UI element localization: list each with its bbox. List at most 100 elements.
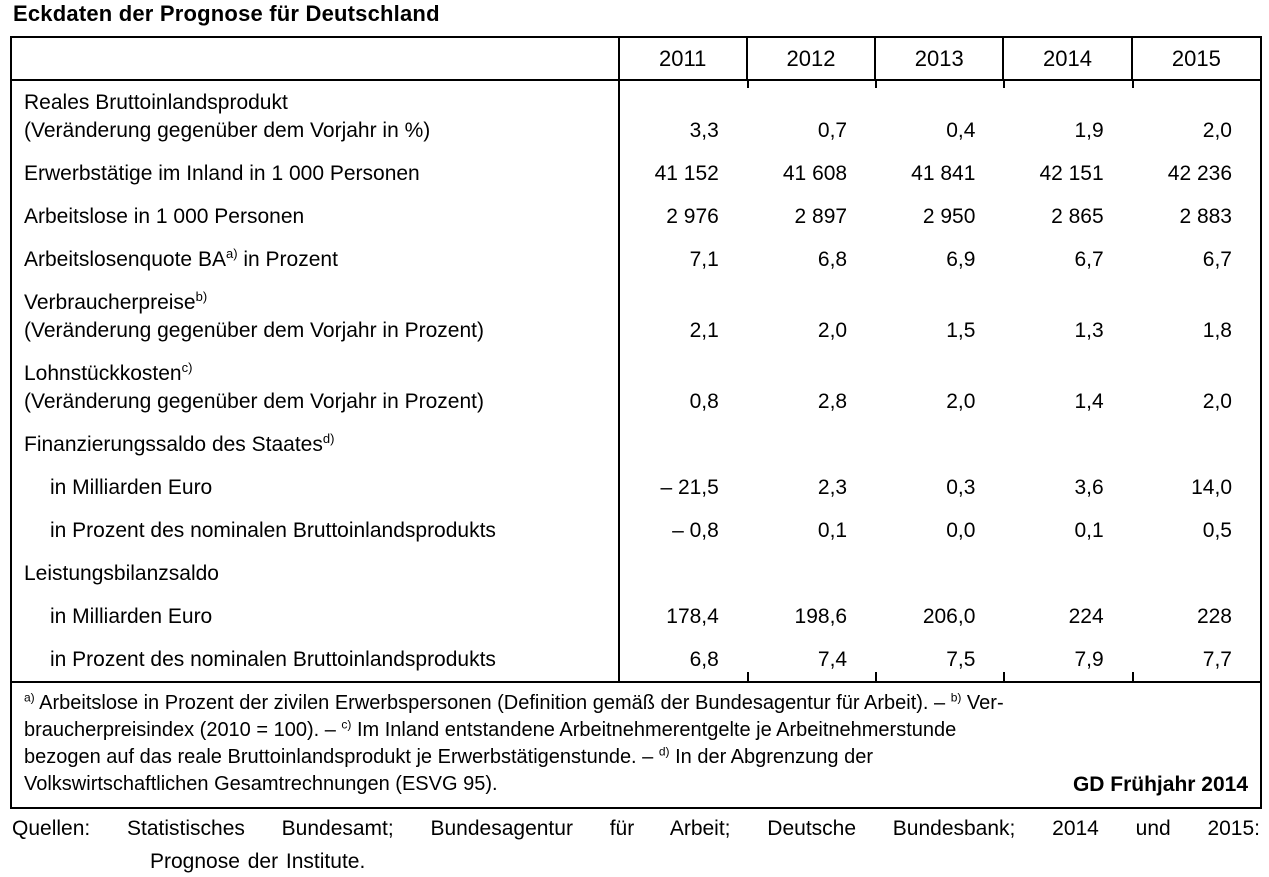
row-label-text: Leistungsbilanzsaldo xyxy=(24,562,219,585)
table-row: Arbeitslosenquote BAa) in Prozent 7,1 6,8 6… xyxy=(12,238,1260,281)
value-cell xyxy=(747,423,875,466)
value-cell: 178,4 xyxy=(666,605,719,628)
footnote-text: In der Abgrenzung der xyxy=(669,746,874,768)
value-cell: 2 883 xyxy=(1179,205,1232,228)
value-cell xyxy=(1132,552,1260,595)
year-header-2011: 2011 xyxy=(617,38,747,81)
footnote-text: Arbeitslose in Prozent der zivilen Erwer… xyxy=(34,692,951,714)
row-label-text: Verbraucherpreise xyxy=(24,291,196,314)
row-label: in Prozent des nominalen Bruttoinlandspr… xyxy=(12,638,620,681)
value-cell: 3,3 xyxy=(689,119,719,142)
footnote-text: Im Inland entstandene Arbeitnehmerentgel… xyxy=(351,719,957,741)
table-body: Reales Bruttoinlandsprodukt (Veränderung … xyxy=(12,80,1260,681)
value-cell: – 21,5 xyxy=(660,476,719,499)
footnote-line: bezogen auf das reale Bruttoinlandsprodu… xyxy=(24,744,1248,771)
footnote-marker: b) xyxy=(195,289,208,304)
value-cell: 7,1 xyxy=(689,248,719,271)
row-label-text: Erwerbstätige im Inland in 1 000 Persone… xyxy=(24,162,420,185)
table-row: Reales Bruttoinlandsprodukt (Veränderung … xyxy=(12,80,1260,152)
value-cell: 0,0 xyxy=(946,519,976,542)
value-cell xyxy=(1003,552,1131,595)
value-cell xyxy=(875,423,1003,466)
value-cell: 1,4 xyxy=(1074,390,1104,413)
row-label-text: Arbeitslosenquote BA xyxy=(24,248,226,271)
value-cell: 7,9 xyxy=(1074,648,1104,671)
footnote-marker: a) xyxy=(24,690,35,705)
column-rule-stub xyxy=(1003,672,1006,681)
column-rule-stub xyxy=(1131,79,1134,88)
footnote-marker: c) xyxy=(181,360,193,375)
footnote-marker: c) xyxy=(341,717,352,732)
footnote-marker: d) xyxy=(322,431,335,446)
value-cell: 1,8 xyxy=(1202,319,1232,342)
value-cell: 2 950 xyxy=(922,205,976,228)
value-cell: 42 236 xyxy=(1167,162,1232,185)
value-cell: 41 841 xyxy=(911,162,976,185)
value-cell: 206,0 xyxy=(922,605,976,628)
value-cell: 2 976 xyxy=(666,205,719,228)
column-rule-stub xyxy=(1003,79,1006,88)
source-label: Quellen: xyxy=(12,817,91,840)
gd-stamp: GD Frühjahr 2014 xyxy=(1072,773,1248,796)
page-title: Eckdaten der Prognose für Deutschland xyxy=(13,1,440,26)
row-label: Erwerbstätige im Inland in 1 000 Persone… xyxy=(12,152,620,195)
value-cell: 228 xyxy=(1196,605,1232,628)
value-cell: 1,5 xyxy=(946,319,976,342)
value-cell: 2,0 xyxy=(1202,119,1232,142)
value-cell: 6,7 xyxy=(1074,248,1104,271)
column-rule-stub xyxy=(746,672,749,681)
source-text: Statistisches Bundesamt; Bundesagentur f… xyxy=(127,817,1260,840)
year-header-2015: 2015 xyxy=(1130,38,1260,81)
value-cell: 198,6 xyxy=(794,605,848,628)
value-cell: 2,0 xyxy=(946,390,976,413)
footnote-marker: b) xyxy=(950,690,962,705)
row-label: Arbeitslose in 1 000 Personen xyxy=(12,195,620,238)
row-label: Arbeitslosenquote BAa) in Prozent xyxy=(12,238,620,281)
value-cell: 0,8 xyxy=(689,390,719,413)
value-cell: 0,7 xyxy=(817,119,848,142)
value-cell: 2 865 xyxy=(1051,205,1104,228)
value-cell: 2,8 xyxy=(817,390,848,413)
value-cell: 0,5 xyxy=(1202,519,1232,542)
year-header-2014: 2014 xyxy=(1002,38,1132,81)
footnote-marker: a) xyxy=(225,246,238,261)
row-label: Reales Bruttoinlandsprodukt (Veränderung … xyxy=(12,80,620,152)
table-row: in Milliarden Euro 178,4 198,6 206,0 224 228 xyxy=(12,595,1260,638)
value-cell: 7,7 xyxy=(1202,648,1232,671)
value-cell: 41 608 xyxy=(782,162,848,185)
table-row: Finanzierungssaldo des Staatesd) xyxy=(12,423,1260,466)
year-header-2013: 2013 xyxy=(874,38,1004,81)
value-cell: 2,1 xyxy=(689,319,719,342)
row-label-text: in Milliarden Euro xyxy=(50,476,213,499)
table-row: Verbraucherpreiseb) (Veränderung gegenübe… xyxy=(12,281,1260,352)
row-label-text: in Prozent des nominalen Bruttoinlandspr… xyxy=(50,519,496,542)
column-rule-stub xyxy=(1131,672,1134,681)
value-cell xyxy=(1003,423,1131,466)
value-cell: 7,5 xyxy=(946,648,976,671)
forecast-table: 2011 2012 2013 2014 2015 Reales Bruttoin… xyxy=(12,38,1260,681)
column-rule-stub xyxy=(875,79,878,88)
value-cell xyxy=(875,552,1003,595)
footnotes: a) Arbeitslose in Prozent der zivilen Er… xyxy=(12,672,1260,807)
footnote-marker: d) xyxy=(658,744,670,759)
row-label-suffix: in Prozent xyxy=(237,248,338,271)
footnote-line: a) Arbeitslose in Prozent der zivilen Er… xyxy=(24,690,1248,717)
footnote-line: braucherpreisindex (2010 = 100). – c) Im… xyxy=(24,717,1248,744)
value-cell: – 0,8 xyxy=(672,519,719,542)
row-label: Lohnstückkostenc) (Veränderung gegenüber … xyxy=(12,352,620,423)
row-label: Leistungsbilanzsaldo xyxy=(12,552,620,595)
value-cell: 6,8 xyxy=(689,648,719,671)
value-cell: 2,3 xyxy=(817,476,848,499)
row-label: in Prozent des nominalen Bruttoinlandspr… xyxy=(12,509,620,552)
table-row: Erwerbstätige im Inland in 1 000 Persone… xyxy=(12,152,1260,195)
row-label-text: in Prozent des nominalen Bruttoinlandspr… xyxy=(50,648,496,671)
table-row: Lohnstückkostenc) (Veränderung gegenüber … xyxy=(12,352,1260,423)
value-cell: 2,0 xyxy=(1202,390,1232,413)
row-label: Verbraucherpreiseb) (Veränderung gegenübe… xyxy=(12,281,620,352)
row-label: in Milliarden Euro xyxy=(12,595,620,638)
row-label: Finanzierungssaldo des Staatesd) xyxy=(12,423,620,466)
footnote-text: braucherpreisindex (2010 = 100). – xyxy=(24,719,342,741)
footnote-text: Volkswirtschaftlichen Gesamtrechnungen (… xyxy=(24,773,498,795)
value-cell: 0,4 xyxy=(946,119,976,142)
